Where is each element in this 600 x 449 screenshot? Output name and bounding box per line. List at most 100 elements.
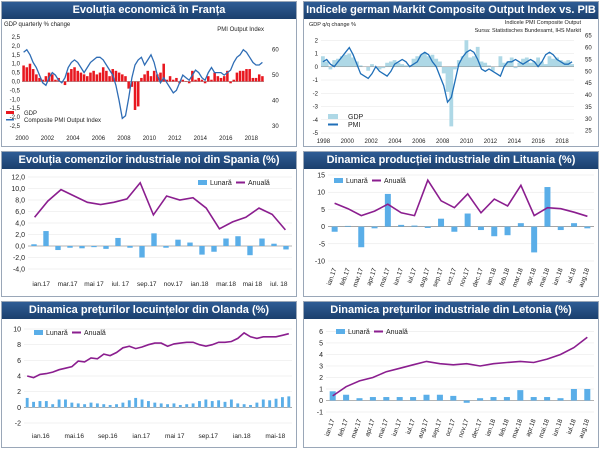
monthly-bar bbox=[166, 404, 170, 408]
legend-label-annual: Anuală bbox=[384, 178, 406, 185]
x-tick-label: 2014 bbox=[508, 139, 522, 145]
monthly-bar bbox=[557, 226, 564, 231]
x-tick-label: 2004 bbox=[66, 136, 80, 142]
gdp-bar bbox=[254, 77, 258, 82]
x-tick-label: sep.17 bbox=[431, 418, 444, 439]
gdp-bar bbox=[79, 72, 83, 82]
right-tick-label: 50 bbox=[272, 73, 279, 79]
y-tick-label: -1 bbox=[313, 78, 319, 84]
legend-swatch-gdp bbox=[328, 114, 338, 119]
gdp-bar bbox=[226, 70, 229, 82]
monthly-bar bbox=[255, 402, 259, 408]
x-tick-label: mar.17 bbox=[58, 281, 78, 288]
gdp-bar bbox=[245, 69, 248, 82]
gdp-bar bbox=[136, 81, 140, 107]
x-tick-label: iun.18 bbox=[552, 418, 565, 437]
x-tick-label: 2014 bbox=[194, 136, 208, 142]
gdp-bar bbox=[197, 77, 200, 82]
gdp-bar bbox=[89, 72, 92, 82]
y-tick-label: 12,0 bbox=[11, 175, 25, 182]
right-tick-label: 30 bbox=[585, 117, 592, 123]
monthly-bar bbox=[235, 236, 241, 246]
monthly-bar bbox=[331, 226, 338, 232]
monthly-bar bbox=[185, 404, 189, 408]
x-tick-label: apr.18 bbox=[525, 267, 538, 287]
monthly-bar bbox=[198, 401, 201, 408]
x-tick-label: 2002 bbox=[364, 139, 378, 145]
y-tick-label: 4,0 bbox=[15, 221, 25, 228]
x-tick-label: mar.18 bbox=[511, 267, 525, 288]
legend-swatch-monthly bbox=[198, 180, 207, 185]
gdp-bar bbox=[140, 77, 143, 82]
y-tick-label: -4,0 bbox=[13, 267, 25, 274]
x-tick-label: iul. 17 bbox=[112, 281, 130, 288]
chart-title-latvia: Dinamica prețurilor industriale din Leto… bbox=[304, 302, 598, 319]
monthly-bar bbox=[140, 399, 144, 408]
legend-label-annual: Anuală bbox=[84, 330, 106, 337]
monthly-bar bbox=[127, 246, 133, 248]
monthly-bar bbox=[172, 403, 176, 408]
chart-title-lithuania: Dinamica producției industriale din Litu… bbox=[304, 152, 598, 169]
monthly-bar bbox=[67, 246, 73, 248]
monthly-bar bbox=[438, 218, 445, 227]
monthly-bar bbox=[436, 394, 443, 401]
y-tick-label: 2 bbox=[319, 375, 323, 382]
right-tick-label: 25 bbox=[585, 129, 592, 135]
x-tick-label: sep.17 bbox=[137, 281, 157, 288]
monthly-bar bbox=[151, 233, 157, 246]
gdp-bar bbox=[22, 65, 25, 82]
right-tick-label: 40 bbox=[585, 93, 592, 99]
x-tick-label: ian.17 bbox=[324, 418, 337, 437]
gdp-bar bbox=[25, 67, 29, 82]
gdp-bar bbox=[213, 72, 216, 82]
chart-title-netherlands: Dinamica prețurilor locuințelor din Olan… bbox=[2, 302, 296, 319]
pmi-line bbox=[322, 46, 573, 104]
y-tick-label: 6 bbox=[319, 329, 323, 336]
annual-line bbox=[27, 331, 289, 379]
monthly-bar bbox=[530, 397, 537, 401]
x-tick-label: mar.17 bbox=[352, 267, 366, 288]
monthly-bar bbox=[411, 225, 418, 227]
monthly-bar bbox=[504, 226, 511, 236]
gdp-bar bbox=[207, 76, 210, 82]
monthly-bar bbox=[451, 226, 458, 232]
gdp-bar bbox=[187, 81, 191, 84]
gdp-bar bbox=[66, 72, 70, 82]
x-tick-label: 2010 bbox=[460, 139, 474, 145]
monthly-bar bbox=[146, 401, 150, 408]
left-axis-label: GDP q/q change % bbox=[309, 22, 356, 28]
gdp-bar bbox=[133, 81, 137, 110]
x-tick-label: 2004 bbox=[388, 139, 402, 145]
y-tick-label: -5 bbox=[319, 241, 325, 248]
chart-title-germany: Indicele german Markit Composite Output … bbox=[304, 2, 598, 19]
monthly-bar bbox=[115, 237, 121, 246]
gdp-bar bbox=[203, 81, 207, 84]
monthly-bar bbox=[32, 401, 36, 408]
x-tick-label: iun.17 bbox=[392, 267, 405, 286]
legend-label-annual: Anuală bbox=[248, 180, 270, 187]
gdp-bar bbox=[38, 77, 41, 82]
x-tick-label: aug.17 bbox=[417, 418, 431, 439]
monthly-bar bbox=[356, 398, 363, 401]
chart-netherlands: 10 8 6 4 2 0 -2 ian.16 mai.16 sep.16 ian.17 mai 17 s… bbox=[13, 327, 292, 440]
right-tick-label: 35 bbox=[585, 105, 592, 111]
y-tick-label: -5 bbox=[313, 131, 319, 137]
monthly-bar bbox=[153, 402, 157, 408]
panel-germany: Indicele german Markit Composite Output … bbox=[303, 1, 599, 147]
right-tick-label: 40 bbox=[272, 99, 279, 105]
monthly-bar bbox=[584, 388, 591, 401]
gdp-bar bbox=[73, 67, 76, 82]
gdp-bar bbox=[86, 76, 89, 82]
legend-label-gdp: GDP bbox=[24, 111, 37, 117]
gdp-bar bbox=[219, 77, 223, 82]
gdp-bar bbox=[200, 79, 204, 82]
gdp-bar bbox=[229, 81, 232, 84]
x-tick-label: 2010 bbox=[143, 136, 157, 142]
y-tick-label: 2 bbox=[17, 389, 21, 396]
x-tick-label: dec.17 bbox=[472, 267, 485, 288]
x-tick-label: 2000 bbox=[15, 136, 29, 142]
monthly-bar bbox=[287, 396, 291, 408]
y-tick-label: -10 bbox=[315, 259, 325, 266]
monthly-bar bbox=[424, 226, 431, 228]
monthly-bar bbox=[121, 402, 125, 408]
